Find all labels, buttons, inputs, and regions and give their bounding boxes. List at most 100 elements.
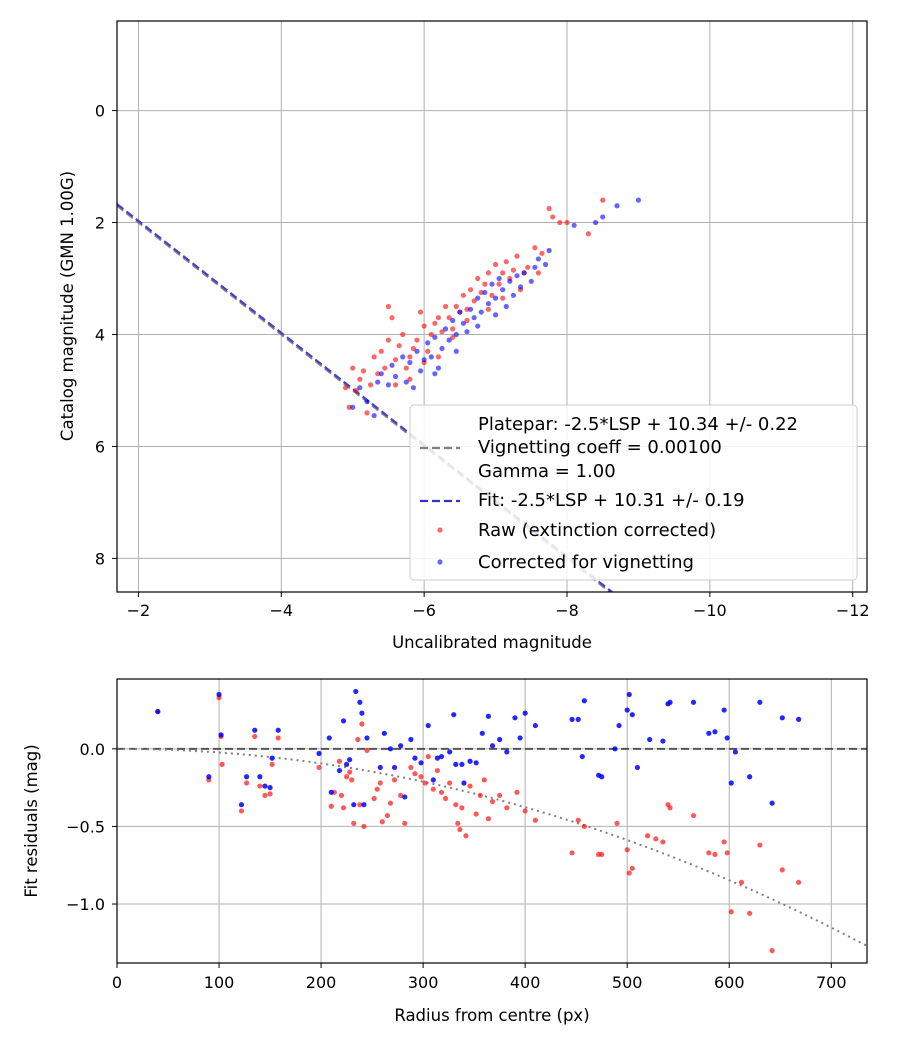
corrected-residual-point bbox=[316, 750, 322, 757]
corrected-residual-point bbox=[155, 708, 161, 715]
corrected-residual-point bbox=[252, 727, 258, 733]
corrected-residual-point bbox=[624, 707, 630, 713]
raw-residual-point bbox=[485, 816, 492, 822]
corrected-residual-point bbox=[218, 732, 224, 738]
raw-point bbox=[439, 329, 445, 335]
corrected-point bbox=[407, 359, 413, 366]
legend-entry-label: Raw (extinction corrected) bbox=[478, 520, 716, 541]
corrected-residual-point bbox=[430, 777, 436, 783]
raw-residual-point bbox=[522, 808, 528, 814]
corrected-point bbox=[500, 287, 506, 293]
corrected-point bbox=[521, 270, 527, 276]
raw-residual-point bbox=[402, 820, 408, 826]
raw-residual-point bbox=[371, 795, 377, 802]
raw-residual-point bbox=[418, 774, 424, 780]
raw-point bbox=[460, 292, 467, 298]
raw-point bbox=[532, 245, 538, 251]
raw-point bbox=[346, 404, 352, 410]
raw-residual-point bbox=[347, 769, 353, 775]
corrected-residual-point bbox=[262, 783, 268, 789]
raw-point bbox=[546, 205, 552, 212]
platepar-line bbox=[117, 204, 612, 592]
raw-point bbox=[392, 382, 399, 388]
raw-point bbox=[600, 197, 606, 203]
corrected-point bbox=[428, 354, 434, 360]
raw-residual-point bbox=[357, 802, 363, 808]
corrected-point bbox=[432, 371, 438, 377]
x-tick-label: −4 bbox=[269, 601, 293, 620]
y-tick-label: 4 bbox=[95, 325, 105, 344]
raw-residual-point bbox=[238, 808, 245, 814]
corrected-residual-point bbox=[425, 722, 431, 729]
corrected-point bbox=[464, 329, 470, 335]
raw-residual-point bbox=[384, 812, 391, 819]
corrected-residual-point bbox=[660, 738, 666, 744]
corrected-point bbox=[592, 219, 599, 226]
raw-residual-point bbox=[796, 879, 802, 885]
y-tick-label: 6 bbox=[95, 437, 105, 456]
corrected-residual-point bbox=[361, 802, 367, 808]
raw-residual-point bbox=[379, 819, 385, 825]
corrected-residual-point bbox=[451, 712, 457, 718]
corrected-residual-point bbox=[467, 758, 473, 764]
corrected-residual-point bbox=[351, 802, 357, 808]
corrected-point bbox=[371, 413, 377, 419]
raw-residual-point bbox=[269, 761, 275, 767]
corrected-residual-point bbox=[634, 764, 641, 771]
raw-residual-point bbox=[757, 842, 763, 848]
corrected-residual-point bbox=[489, 743, 496, 749]
raw-residual-point bbox=[599, 851, 605, 857]
raw-residual-point bbox=[453, 802, 459, 808]
raw-point bbox=[371, 354, 377, 360]
x-tick-label: −10 bbox=[693, 601, 727, 620]
raw-residual-point bbox=[477, 792, 483, 798]
raw-point bbox=[485, 270, 492, 276]
corrected-residual-point bbox=[269, 755, 275, 761]
raw-point bbox=[475, 275, 481, 282]
raw-residual-point bbox=[219, 761, 225, 767]
raw-point bbox=[435, 354, 442, 360]
x-tick-label: 500 bbox=[612, 973, 643, 992]
corrected-point bbox=[453, 331, 459, 338]
corrected-residual-point bbox=[447, 749, 453, 755]
raw-residual-point bbox=[489, 799, 496, 805]
upper-chart: −2 −4 −6 −8 −10 −12 0 2 4 6 8 Uncalibrated magnitu… bbox=[58, 20, 870, 652]
corrected-point bbox=[467, 306, 474, 312]
corrected-residual-point bbox=[575, 716, 581, 722]
raw-point bbox=[535, 270, 542, 276]
corrected-residual-point bbox=[398, 743, 404, 749]
corrected-residual-point bbox=[243, 774, 250, 780]
lower-y-axis-label: Fit residuals (mag) bbox=[22, 744, 41, 897]
raw-residual-point bbox=[364, 747, 370, 753]
corrected-point bbox=[600, 214, 606, 220]
lower-chart: 0 100 200 300 400 500 600 700 0.0 −0.5 −1.0 Radius… bbox=[22, 678, 868, 1025]
corrected-point bbox=[425, 340, 431, 346]
corrected-point bbox=[510, 292, 517, 298]
corrected-residual-point bbox=[357, 699, 363, 705]
corrected-point bbox=[492, 312, 499, 318]
corrected-point bbox=[492, 295, 499, 301]
y-tick-label: 8 bbox=[95, 549, 105, 568]
raw-residual-point bbox=[267, 791, 273, 797]
corrected-residual-point bbox=[216, 691, 222, 698]
upper-y-axis-label: Catalog magnitude (GMN 1.00G) bbox=[58, 171, 77, 441]
corrected-residual-point bbox=[387, 746, 394, 752]
corrected-point bbox=[614, 203, 620, 209]
raw-point bbox=[496, 281, 502, 287]
corrected-point bbox=[439, 345, 445, 352]
legend-entry-label: Corrected for vignetting bbox=[478, 552, 694, 573]
raw-residual-point bbox=[338, 792, 345, 798]
corrected-point bbox=[482, 289, 488, 296]
corrected-residual-point bbox=[779, 715, 785, 721]
raw-point bbox=[396, 343, 402, 349]
corrected-point bbox=[350, 404, 356, 410]
corrected-residual-point bbox=[381, 730, 387, 736]
raw-point bbox=[407, 376, 413, 382]
corrected-residual-point bbox=[402, 794, 408, 800]
legend-entry-label: Fit: -2.5*LSP + 10.31 +/- 0.19 bbox=[478, 490, 745, 511]
corrected-point bbox=[528, 278, 534, 284]
raw-point bbox=[435, 315, 442, 321]
x-tick-label: 600 bbox=[714, 973, 745, 992]
corrected-residual-point bbox=[497, 736, 503, 743]
raw-residual-point bbox=[243, 780, 250, 786]
